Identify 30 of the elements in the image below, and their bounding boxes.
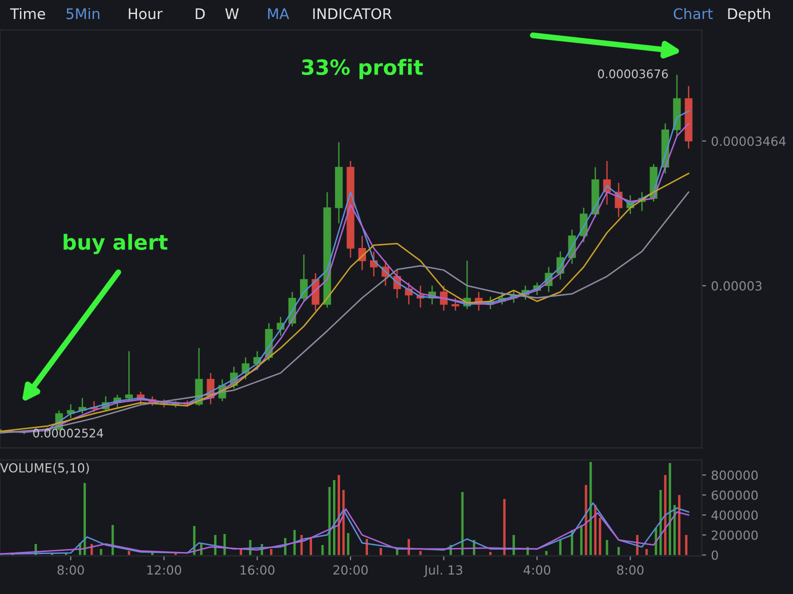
x-tick-label: 16:00 [240,565,274,575]
y-tick-label: 200000 [712,530,758,540]
text: Depth [728,8,770,22]
text: INDICATOR [313,8,392,20]
y-tick-label: 0.00003 [712,281,762,291]
x-tick-label: 20:00 [333,565,368,575]
text: Hour [128,8,163,20]
y-tick-label: 400000 [711,510,758,520]
text: MA [268,8,290,20]
text: D [196,8,205,20]
text: W [225,8,239,20]
x-tick-label: 12:00 [147,565,182,575]
text: 5Min [66,8,100,20]
y-tick-label: 0.00003464 [712,136,786,146]
chart-title: VOLUME(5,10) [0,462,89,474]
annotation: 33% profit [302,58,423,80]
annotation: 0.00003676 [598,69,668,78]
y-tick-label: 0 [712,550,718,560]
text: Chart [674,8,713,20]
candlestick [125,350,133,402]
candlestick [452,298,460,312]
x-tick-label: 8:00 [617,565,644,575]
x-tick-label: 8:00 [58,565,84,575]
y-tick-label: 800000 [712,470,758,480]
text: Time [10,8,46,20]
y-tick-label: 600000 [712,490,758,500]
x-tick-label: Jul. 13 [424,565,462,578]
annotation: 0.00002524 [33,428,104,438]
x-tick-label: 4:00 [524,565,550,575]
annotation: buy alert [64,234,168,254]
